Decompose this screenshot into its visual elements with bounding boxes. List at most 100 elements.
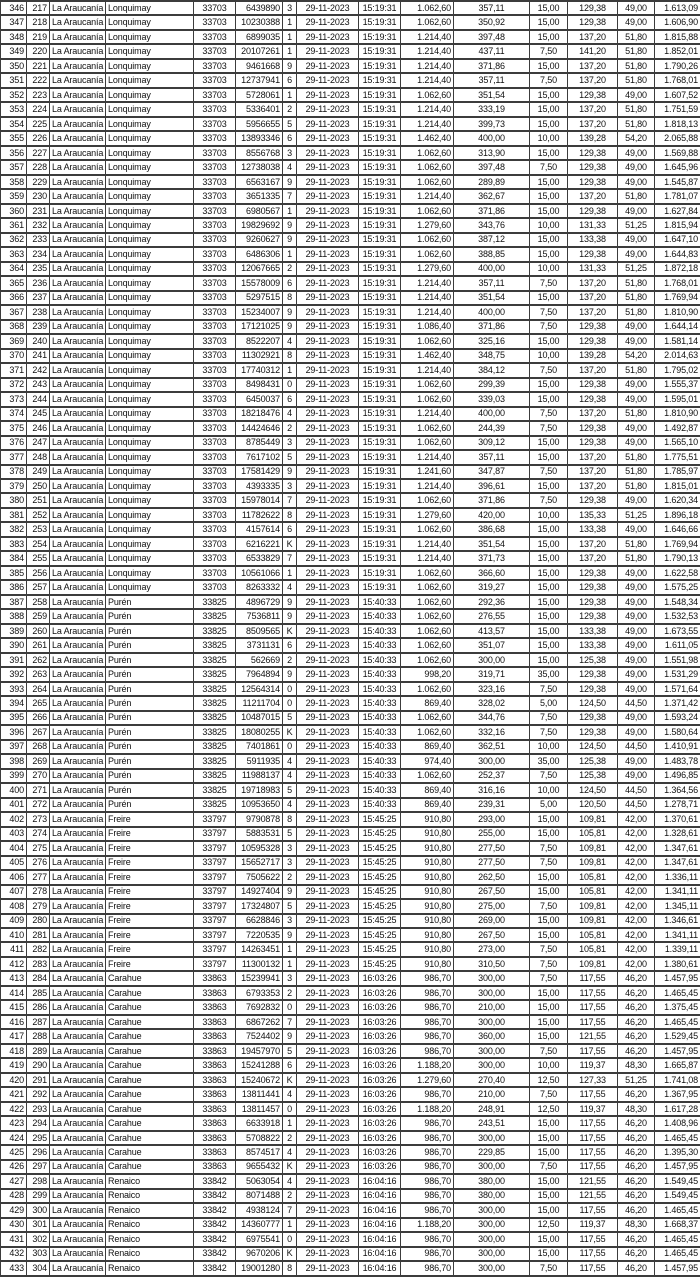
- cell-id_number[interactable]: 6533829: [235, 550, 283, 567]
- cell-amount_base[interactable]: 910,80: [400, 955, 454, 973]
- cell-comuna[interactable]: Purén: [105, 608, 194, 625]
- cell-amount_fee[interactable]: 15,00: [529, 202, 568, 220]
- cell-comuna[interactable]: Purén: [105, 680, 194, 698]
- cell-amount_tax[interactable]: 129,38: [567, 144, 618, 162]
- cell-time[interactable]: 15:19:31: [358, 304, 401, 321]
- cell-date[interactable]: 29-11-2023: [296, 984, 359, 1002]
- cell-amount_extra[interactable]: 49,00: [617, 246, 655, 263]
- cell-amount_base[interactable]: 986,70: [400, 1086, 454, 1103]
- cell-region[interactable]: La Araucanía: [49, 231, 106, 249]
- cell-date[interactable]: 29-11-2023: [296, 811, 359, 828]
- cell-row_number[interactable]: 382: [0, 521, 27, 538]
- cell-amount_var[interactable]: 300,00: [453, 1042, 530, 1060]
- cell-amount_fee[interactable]: 7,50: [529, 854, 568, 872]
- cell-amount_tax[interactable]: 137,20: [567, 477, 618, 495]
- cell-total[interactable]: 1.815,94: [654, 217, 700, 234]
- cell-region[interactable]: La Araucanía: [49, 840, 106, 857]
- cell-region[interactable]: La Araucanía: [49, 695, 106, 712]
- cell-date[interactable]: 29-11-2023: [296, 1013, 359, 1031]
- cell-region[interactable]: La Araucanía: [49, 463, 106, 481]
- cell-amount_tax[interactable]: 105,81: [567, 926, 618, 944]
- cell-amount_fee[interactable]: 7,50: [529, 275, 568, 292]
- cell-region[interactable]: La Araucanía: [49, 622, 106, 640]
- cell-time[interactable]: 15:19:31: [358, 246, 401, 263]
- cell-amount_var[interactable]: 396,61: [453, 477, 530, 495]
- cell-time[interactable]: 15:19:31: [358, 463, 401, 481]
- cell-check_digit[interactable]: 9: [282, 666, 297, 683]
- cell-sequence_number[interactable]: 219: [26, 28, 50, 46]
- cell-amount_var[interactable]: 380,00: [453, 1187, 530, 1205]
- cell-total[interactable]: 1.781,07: [654, 188, 700, 205]
- cell-amount_fee[interactable]: 10,00: [529, 506, 568, 524]
- cell-sequence_number[interactable]: 266: [26, 709, 50, 727]
- cell-total[interactable]: 1.341,11: [654, 883, 700, 901]
- cell-time[interactable]: 15:19:31: [358, 579, 401, 596]
- cell-check_digit[interactable]: 1: [282, 43, 297, 60]
- cell-amount_base[interactable]: 1.062,60: [400, 0, 454, 17]
- cell-amount_tax[interactable]: 129,38: [567, 318, 618, 336]
- cell-time[interactable]: 15:45:25: [358, 854, 401, 872]
- cell-id_number[interactable]: 7505622: [235, 869, 283, 886]
- cell-amount_fee[interactable]: 15,00: [529, 289, 568, 307]
- cell-check_digit[interactable]: 9: [282, 173, 297, 191]
- cell-id_number[interactable]: 17581429: [235, 463, 283, 481]
- cell-code[interactable]: 33703: [193, 115, 236, 133]
- cell-code[interactable]: 33842: [193, 1173, 236, 1190]
- cell-amount_var[interactable]: 300,00: [453, 1129, 530, 1147]
- cell-check_digit[interactable]: 9: [282, 217, 297, 234]
- cell-region[interactable]: La Araucanía: [49, 1173, 106, 1190]
- cell-row_number[interactable]: 372: [0, 376, 27, 394]
- cell-total[interactable]: 1.395,30: [654, 1144, 700, 1161]
- cell-amount_extra[interactable]: 49,00: [617, 651, 655, 669]
- cell-date[interactable]: 29-11-2023: [296, 724, 359, 741]
- cell-comuna[interactable]: Freire: [105, 897, 194, 915]
- cell-sequence_number[interactable]: 292: [26, 1086, 50, 1103]
- cell-sequence_number[interactable]: 236: [26, 275, 50, 292]
- cell-code[interactable]: 33825: [193, 695, 236, 712]
- cell-date[interactable]: 29-11-2023: [296, 955, 359, 973]
- cell-amount_fee[interactable]: 15,00: [529, 14, 568, 32]
- cell-amount_extra[interactable]: 44,50: [617, 738, 655, 756]
- cell-code[interactable]: 33797: [193, 825, 236, 843]
- cell-check_digit[interactable]: K: [282, 1245, 297, 1263]
- cell-amount_extra[interactable]: 48,30: [617, 1216, 655, 1234]
- cell-code[interactable]: 33703: [193, 391, 236, 408]
- cell-sequence_number[interactable]: 271: [26, 782, 50, 799]
- cell-sequence_number[interactable]: 222: [26, 72, 50, 89]
- cell-amount_extra[interactable]: 54,20: [617, 130, 655, 147]
- cell-time[interactable]: 15:19:31: [358, 405, 401, 423]
- cell-amount_var[interactable]: 351,07: [453, 637, 530, 654]
- cell-amount_base[interactable]: 1.062,60: [400, 434, 454, 452]
- cell-total[interactable]: 1.551,98: [654, 651, 700, 669]
- cell-amount_base[interactable]: 986,70: [400, 1144, 454, 1161]
- cell-amount_tax[interactable]: 119,37: [567, 1057, 618, 1074]
- cell-total[interactable]: 1.410,91: [654, 738, 700, 756]
- cell-total[interactable]: 1.465,45: [654, 1129, 700, 1147]
- cell-row_number[interactable]: 404: [0, 840, 27, 857]
- cell-time[interactable]: 15:40:33: [358, 767, 401, 785]
- cell-sequence_number[interactable]: 291: [26, 1071, 50, 1089]
- cell-comuna[interactable]: Freire: [105, 869, 194, 886]
- cell-total[interactable]: 1.380,61: [654, 955, 700, 973]
- cell-date[interactable]: 29-11-2023: [296, 883, 359, 901]
- cell-sequence_number[interactable]: 259: [26, 608, 50, 625]
- cell-code[interactable]: 33825: [193, 680, 236, 698]
- cell-id_number[interactable]: 3731131: [235, 637, 283, 654]
- cell-amount_base[interactable]: 974,40: [400, 753, 454, 770]
- cell-check_digit[interactable]: 7: [282, 188, 297, 205]
- cell-amount_tax[interactable]: 129,38: [567, 173, 618, 191]
- cell-amount_extra[interactable]: 46,20: [617, 970, 655, 987]
- cell-row_number[interactable]: 396: [0, 724, 27, 741]
- cell-total[interactable]: 1.549,45: [654, 1187, 700, 1205]
- cell-row_number[interactable]: 393: [0, 680, 27, 698]
- cell-row_number[interactable]: 373: [0, 391, 27, 408]
- cell-id_number[interactable]: 15240672: [235, 1071, 283, 1089]
- cell-code[interactable]: 33703: [193, 130, 236, 147]
- cell-date[interactable]: 29-11-2023: [296, 941, 359, 959]
- cell-total[interactable]: 1.872,18: [654, 260, 700, 278]
- cell-date[interactable]: 29-11-2023: [296, 637, 359, 654]
- cell-sequence_number[interactable]: 294: [26, 1115, 50, 1132]
- cell-check_digit[interactable]: 9: [282, 1028, 297, 1045]
- cell-total[interactable]: 1.328,61: [654, 825, 700, 843]
- cell-id_number[interactable]: 7220535: [235, 926, 283, 944]
